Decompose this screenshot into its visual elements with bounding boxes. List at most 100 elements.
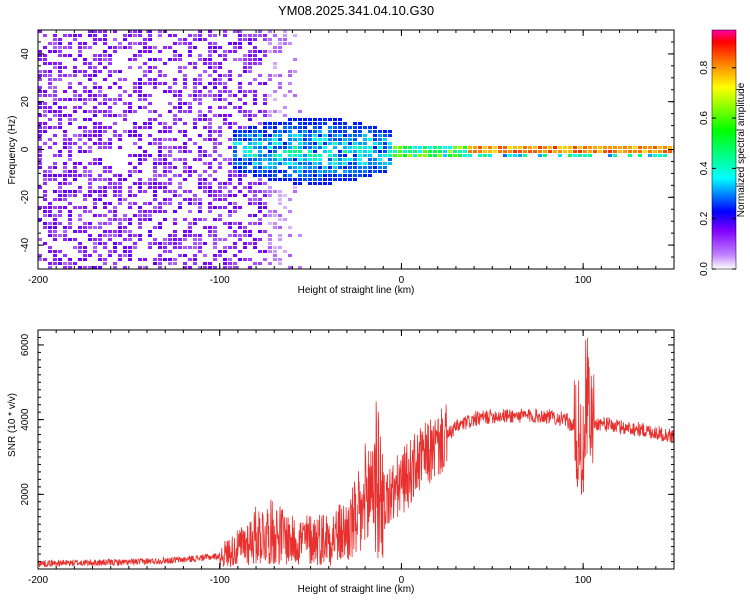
heatmap-cell: [108, 146, 112, 149]
heatmap-cell: [148, 58, 152, 61]
heatmap-cell: [63, 138, 67, 141]
heatmap-cell: [98, 194, 102, 197]
heatmap-cell: [348, 178, 352, 181]
heatmap-cell: [143, 94, 147, 97]
heatmap-cell: [78, 266, 82, 269]
heatmap-cell: [58, 222, 62, 225]
heatmap-cell: [153, 170, 157, 173]
heatmap-cell: [73, 34, 77, 37]
heatmap-cell: [263, 174, 267, 177]
heatmap-cell: [258, 122, 262, 125]
heatmap-cell: [213, 238, 217, 241]
heatmap-cell: [293, 134, 297, 137]
heatmap-cell: [318, 134, 322, 137]
heatmap-cell: [218, 98, 222, 101]
heatmap-cell: [353, 178, 357, 181]
heatmap-cell: [138, 94, 142, 97]
heatmap-cell: [63, 106, 67, 109]
heatmap-cell: [208, 122, 212, 125]
heatmap-cell: [193, 98, 197, 101]
heatmap-cell: [473, 146, 477, 149]
heatmap-cell: [288, 90, 292, 93]
heatmap-cell: [73, 162, 77, 165]
heatmap-cell: [198, 178, 202, 181]
heatmap-cell: [263, 206, 267, 209]
heatmap-cell: [93, 66, 97, 69]
heatmap-cell: [153, 118, 157, 121]
heatmap-cell: [83, 266, 87, 269]
heatmap-cell: [213, 178, 217, 181]
heatmap-cell: [58, 250, 62, 253]
heatmap-cell: [43, 74, 47, 77]
heatmap-cell: [203, 170, 207, 173]
heatmap-cell: [303, 170, 307, 173]
heatmap-cell: [148, 30, 152, 33]
heatmap-cell: [98, 142, 102, 145]
heatmap-cell: [93, 198, 97, 201]
heatmap-cell: [253, 182, 257, 185]
heatmap-cell: [183, 266, 187, 269]
heatmap-cell: [183, 102, 187, 105]
heatmap-cell: [313, 162, 317, 165]
heatmap-cell: [38, 90, 42, 93]
heatmap-cell: [223, 106, 227, 109]
heatmap-cell: [238, 130, 242, 133]
heatmap-layer: [38, 30, 674, 269]
heatmap-cell: [213, 78, 217, 81]
heatmap-cell: [73, 66, 77, 69]
heatmap-cell: [228, 210, 232, 213]
heatmap-cell: [403, 154, 407, 157]
heatmap-cell: [248, 118, 252, 121]
heatmap-cell: [98, 186, 102, 189]
heatmap-cell: [488, 146, 492, 149]
heatmap-cell: [303, 162, 307, 165]
heatmap-cell: [188, 258, 192, 261]
heatmap-cell: [123, 266, 127, 269]
heatmap-cell: [103, 130, 107, 133]
heatmap-cell: [198, 150, 202, 153]
heatmap-cell: [248, 258, 252, 261]
heatmap-cell: [313, 126, 317, 129]
heatmap-cell: [388, 134, 392, 137]
heatmap-cell: [118, 94, 122, 97]
heatmap-cell: [43, 102, 47, 105]
heatmap-cell: [138, 54, 142, 57]
heatmap-cell: [68, 258, 72, 261]
heatmap-cell: [63, 74, 67, 77]
heatmap-cell: [388, 154, 392, 157]
heatmap-cell: [308, 174, 312, 177]
heatmap-cell: [143, 46, 147, 49]
heatmap-cell: [253, 154, 257, 157]
heatmap-cell: [378, 170, 382, 173]
heatmap-cell: [378, 130, 382, 133]
heatmap-cell: [363, 150, 367, 153]
heatmap-cell: [68, 150, 72, 153]
heatmap-cell: [378, 158, 382, 161]
heatmap-cell: [258, 202, 262, 205]
heatmap-cell: [193, 258, 197, 261]
heatmap-cell: [268, 122, 272, 125]
heatmap-cell: [133, 110, 137, 113]
heatmap-cell: [188, 106, 192, 109]
heatmap-cell: [258, 146, 262, 149]
heatmap-cell: [278, 142, 282, 145]
heatmap-cell: [303, 166, 307, 169]
heatmap-cell: [258, 238, 262, 241]
heatmap-cell: [98, 178, 102, 181]
heatmap-cell: [158, 158, 162, 161]
heatmap-cell: [178, 130, 182, 133]
heatmap-cell: [278, 154, 282, 157]
heatmap-cell: [353, 134, 357, 137]
heatmap-cell: [548, 146, 552, 149]
heatmap-cell: [253, 166, 257, 169]
heatmap-cell: [68, 262, 72, 265]
heatmap-cell: [348, 166, 352, 169]
heatmap-cell: [98, 86, 102, 89]
heatmap-cell: [343, 138, 347, 141]
heatmap-cell: [53, 234, 57, 237]
heatmap-cell: [143, 154, 147, 157]
heatmap-cell: [183, 238, 187, 241]
heatmap-cell: [48, 222, 52, 225]
heatmap-cell: [498, 146, 502, 149]
